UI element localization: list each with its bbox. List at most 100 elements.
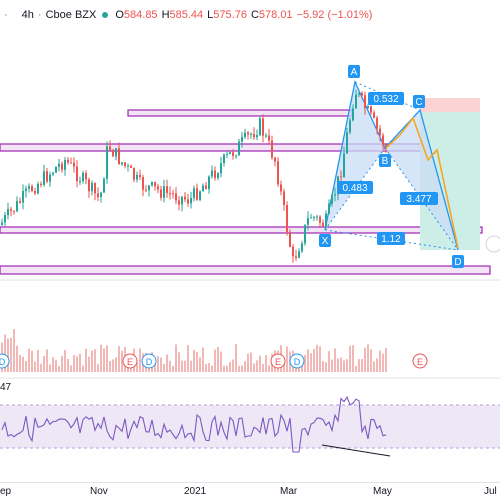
pattern-ratio-line xyxy=(384,147,459,251)
symbol-header[interactable]: · 4h · Cboe BZX O 584.85 H 585.44 L 575.76 … xyxy=(0,4,372,26)
candle-body xyxy=(319,216,321,223)
pattern-point-label[interactable]: D xyxy=(454,257,461,268)
volume-bar xyxy=(172,365,174,372)
candle-body xyxy=(235,155,237,157)
ratio-label[interactable]: 0.532 xyxy=(373,94,398,105)
candle-body xyxy=(151,181,153,186)
exchange-label: Cboe BZX xyxy=(45,9,97,21)
candle-body xyxy=(238,141,240,156)
header-separator: · xyxy=(37,9,42,21)
time-axis[interactable]: ep Nov 2021 Mar May Jul xyxy=(0,482,500,501)
candle-body xyxy=(115,148,117,157)
candle-body xyxy=(322,222,324,227)
candle-body xyxy=(172,193,174,195)
ratio-label[interactable]: 0.483 xyxy=(342,183,367,194)
close-value: 578.01 xyxy=(258,9,293,21)
time-axis-label: Jul xyxy=(484,486,497,497)
timeframe-label[interactable]: 4h xyxy=(21,9,34,21)
candle-body xyxy=(49,174,51,182)
candle-body xyxy=(316,216,318,218)
volume-bar xyxy=(250,352,252,372)
event-marker-icon[interactable] xyxy=(289,353,305,369)
pattern-point-label[interactable]: A xyxy=(351,67,358,78)
candle-body xyxy=(310,217,312,219)
support-resistance-zone[interactable] xyxy=(127,109,353,117)
candle-body xyxy=(97,193,99,198)
support-resistance-zone[interactable] xyxy=(0,265,491,275)
event-marker-icon[interactable] xyxy=(0,353,10,369)
volume-bar xyxy=(376,358,378,372)
candle-body xyxy=(7,208,9,216)
candle-body xyxy=(106,146,108,179)
candle-body xyxy=(109,146,111,151)
volume-bar xyxy=(166,354,168,372)
scroll-to-realtime-button[interactable] xyxy=(485,235,500,253)
candle-body xyxy=(262,118,264,136)
candle-body xyxy=(118,148,120,165)
volume-bar xyxy=(109,360,111,372)
candle-body xyxy=(370,106,372,113)
candle-body xyxy=(307,218,309,225)
volume-bar xyxy=(175,344,177,372)
volume-bar xyxy=(64,350,66,372)
candle-body xyxy=(157,186,159,190)
ratio-label[interactable]: 1.12 xyxy=(381,234,401,245)
volume-bar xyxy=(91,350,93,372)
support-resistance-zone[interactable] xyxy=(0,226,483,234)
projection-path[interactable] xyxy=(385,116,459,249)
pattern-point-label[interactable]: B xyxy=(382,156,389,167)
candle-body xyxy=(304,224,306,244)
candle-body xyxy=(256,135,258,138)
candle-body xyxy=(301,243,303,252)
event-marker-icon[interactable] xyxy=(122,353,138,369)
volume-bar xyxy=(160,357,162,372)
candle-body xyxy=(136,174,138,180)
candle-body xyxy=(289,231,291,247)
ratio-label-background xyxy=(337,181,373,194)
rsi-divergence-line[interactable] xyxy=(321,444,391,457)
volume-bar xyxy=(214,349,216,372)
volume-bar xyxy=(331,359,333,372)
event-marker-icon[interactable] xyxy=(141,353,157,369)
volume-bar xyxy=(379,350,381,372)
volume-bar xyxy=(97,364,99,372)
price-pane[interactable]: 0.532 0.483 3.477 1.12 A C B X D xyxy=(0,65,500,379)
volume-bar xyxy=(337,358,339,372)
candle-body xyxy=(178,200,180,205)
event-marker-label: E xyxy=(417,357,423,367)
rsi-pane[interactable] xyxy=(0,396,500,457)
candle-body xyxy=(166,186,168,194)
event-marker-icon[interactable] xyxy=(412,353,428,369)
ratio-label-background xyxy=(377,232,405,245)
rsi-band xyxy=(0,405,500,448)
volume-bar xyxy=(139,348,141,372)
volume-bar xyxy=(184,360,186,372)
candle-body xyxy=(70,162,72,164)
stop-loss-zone[interactable] xyxy=(420,98,480,112)
candle-body xyxy=(61,163,63,170)
event-marker-label: D xyxy=(0,357,6,367)
time-axis-label: Mar xyxy=(280,486,298,497)
candle-body xyxy=(76,166,78,182)
pattern-point-label[interactable]: X xyxy=(322,236,329,247)
ratio-label[interactable]: 3.477 xyxy=(406,194,431,205)
volume-bar xyxy=(121,350,123,372)
candle-body xyxy=(94,182,96,194)
rsi-value: 47 xyxy=(0,382,12,393)
candle-body xyxy=(253,133,255,138)
volume-bar xyxy=(268,365,270,372)
volume-bar xyxy=(286,346,288,372)
pattern-point-label[interactable]: C xyxy=(415,97,422,108)
rsi-line[interactable] xyxy=(1,396,387,453)
event-marker-icon[interactable] xyxy=(270,353,286,369)
volume-bar xyxy=(367,344,369,372)
time-axis-label: 2021 xyxy=(184,486,207,497)
volume-bar xyxy=(19,355,21,372)
candle-body xyxy=(334,194,336,196)
high-value: 585.44 xyxy=(169,9,204,21)
candle-body xyxy=(10,208,12,211)
high-label: H xyxy=(161,9,170,21)
candle-body xyxy=(34,191,36,194)
